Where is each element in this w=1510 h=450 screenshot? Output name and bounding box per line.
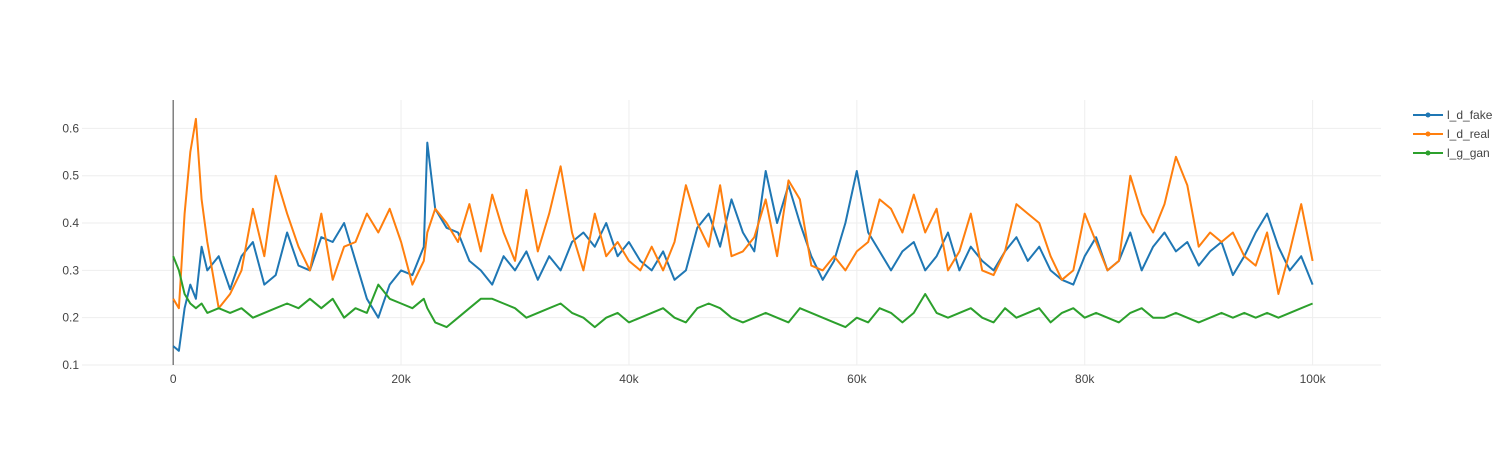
legend-marker <box>1425 131 1431 137</box>
y-tick-label: 0.3 <box>62 263 79 277</box>
grid <box>82 100 1381 366</box>
legend[interactable]: l_d_fake l_d_real l_g_gan <box>1413 108 1493 160</box>
series-line-l-d-real <box>172 117 1314 310</box>
x-tick-label: 0 <box>170 372 177 386</box>
axes: 0.1 0.2 0.3 0.4 0.5 0.6 0 20k 40k 60k 80k 100k <box>62 100 1327 386</box>
legend-label: l_g_gan <box>1447 146 1490 160</box>
series-lines <box>172 117 1314 352</box>
y-tick-label: 0.6 <box>62 121 79 135</box>
y-tick-label: 0.4 <box>62 216 79 230</box>
legend-label: l_d_real <box>1447 127 1490 141</box>
series-line-l-g-gan <box>172 255 1313 329</box>
y-tick-label: 0.1 <box>62 358 79 372</box>
legend-label: l_d_fake <box>1447 108 1493 122</box>
legend-item-l-d-real[interactable]: l_d_real <box>1413 127 1490 141</box>
x-tick-label: 80k <box>1075 372 1095 386</box>
legend-marker <box>1425 150 1431 156</box>
legend-marker <box>1425 112 1431 118</box>
legend-item-l-d-fake[interactable]: l_d_fake <box>1413 108 1493 122</box>
y-tick-label: 0.2 <box>62 311 79 325</box>
y-tick-label: 0.5 <box>62 169 79 183</box>
x-tick-label: 100k <box>1300 372 1327 386</box>
x-tick-label: 40k <box>619 372 639 386</box>
x-tick-label: 60k <box>847 372 867 386</box>
legend-item-l-g-gan[interactable]: l_g_gan <box>1413 146 1490 160</box>
x-tick-label: 20k <box>391 372 411 386</box>
